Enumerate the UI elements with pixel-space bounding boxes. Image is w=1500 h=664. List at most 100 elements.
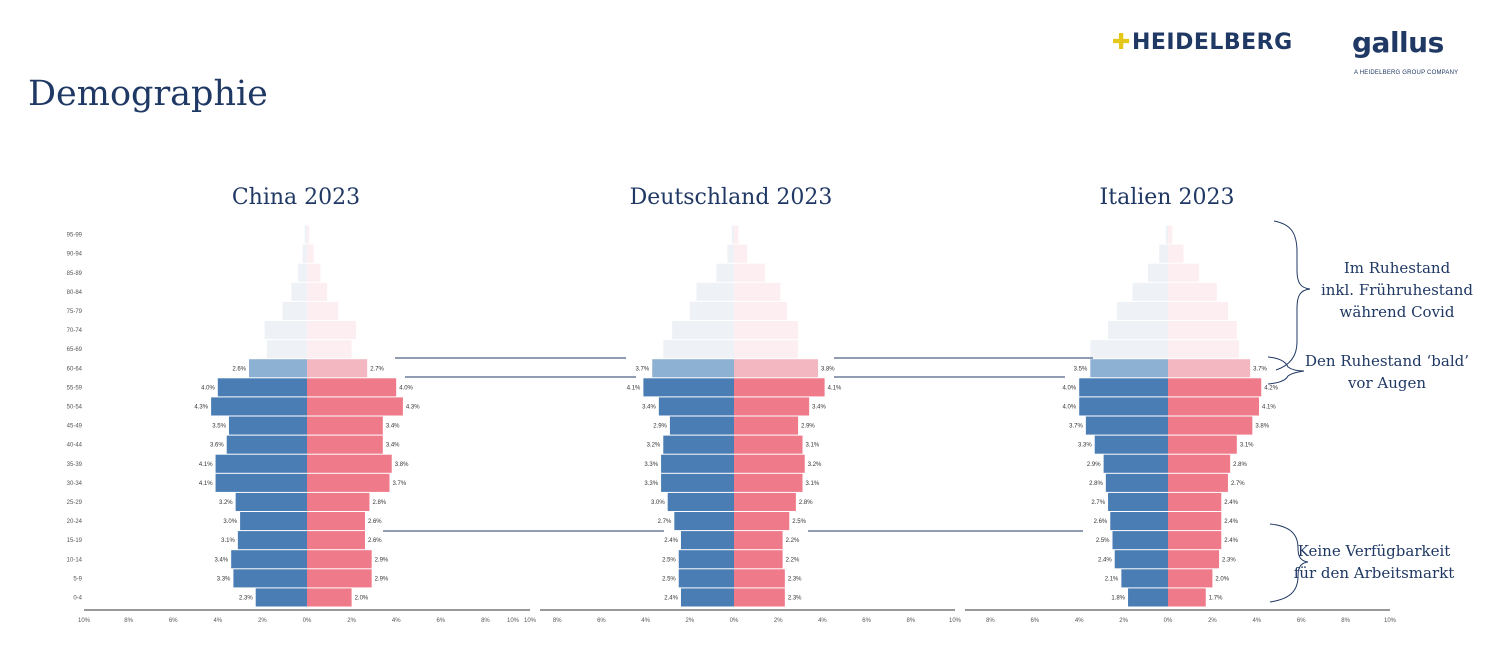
bar-female	[307, 435, 383, 454]
bar-male	[658, 397, 734, 416]
bar-male	[255, 588, 307, 607]
bar-female	[734, 397, 810, 416]
x-tick-label: 4%	[1252, 618, 1261, 624]
heidelberg-logo: ✚HEIDELBERG	[1112, 30, 1293, 55]
x-tick-label: 4%	[641, 618, 650, 624]
bar-male	[727, 244, 734, 263]
bar-male	[1159, 244, 1168, 263]
bar-female	[734, 454, 805, 473]
bar-label-male: 3.4%	[214, 557, 228, 563]
age-group-label: 60-64	[67, 366, 83, 372]
bar-male	[663, 435, 734, 454]
bar-label-female: 3.8%	[395, 462, 409, 468]
bar-female	[1168, 512, 1222, 531]
bar-male	[282, 301, 307, 320]
bar-male	[1121, 569, 1168, 588]
bar-male	[226, 435, 307, 454]
bar-label-male: 3.2%	[219, 500, 233, 506]
bar-male	[235, 492, 307, 511]
bar-male	[1116, 301, 1168, 320]
bar-male	[667, 492, 734, 511]
bar-male	[678, 569, 734, 588]
bar-label-male: 4.1%	[627, 385, 641, 391]
x-tick-label: 2%	[258, 618, 267, 624]
annotation-line: für den Arbeitsmarkt	[1293, 564, 1455, 582]
age-group-label: 40-44	[67, 443, 83, 449]
annotation-line: Keine Verfügbarkeit	[1297, 542, 1451, 560]
bar-label-male: 3.0%	[223, 519, 237, 525]
bar-label-female: 3.4%	[386, 424, 400, 430]
bar-male	[1108, 321, 1168, 340]
bar-male	[1128, 588, 1168, 607]
bar-female	[1168, 359, 1251, 378]
x-tick-label: 10%	[507, 618, 520, 624]
bar-label-female: 4.1%	[828, 385, 842, 391]
bar-label-male: 3.7%	[636, 366, 650, 372]
bar-label-female: 2.7%	[1231, 481, 1245, 487]
bar-female	[734, 225, 739, 244]
x-tick-label: 8%	[1341, 618, 1350, 624]
bar-label-female: 2.8%	[799, 500, 813, 506]
bar-label-female: 2.8%	[1233, 462, 1247, 468]
bar-female	[734, 588, 785, 607]
bar-female	[734, 512, 790, 531]
bar-male	[1132, 282, 1168, 301]
bar-label-male: 3.3%	[644, 481, 658, 487]
x-tick-label: 10%	[949, 618, 962, 624]
chart-title-china: China 2023	[231, 185, 361, 210]
age-group-label: 0-4	[73, 595, 82, 601]
bar-female	[1168, 416, 1253, 435]
x-tick-label: 2%	[774, 618, 783, 624]
bar-male	[1090, 359, 1168, 378]
bar-label-female: 2.9%	[375, 557, 389, 563]
x-tick-label: 6%	[1297, 618, 1306, 624]
bar-label-female: 2.5%	[792, 519, 806, 525]
bar-male	[240, 512, 307, 531]
bar-female	[307, 301, 339, 320]
bar-female	[307, 321, 357, 340]
x-tick-label: 6%	[1030, 618, 1039, 624]
bar-label-male: 3.0%	[651, 500, 665, 506]
bar-male	[1079, 378, 1168, 397]
bar-label-male: 2.7%	[1091, 500, 1105, 506]
annotation-line: inkl. Frühruhestand	[1320, 281, 1474, 299]
age-group-label: 5-9	[73, 576, 82, 582]
age-group-label: 85-89	[67, 271, 83, 277]
bar-male	[266, 340, 307, 359]
bar-female	[1168, 588, 1206, 607]
bar-female	[307, 588, 352, 607]
bar-male	[1090, 340, 1168, 359]
x-tick-label: 6%	[169, 618, 178, 624]
bar-label-male: 1.8%	[1111, 595, 1125, 601]
bar-male	[264, 321, 307, 340]
bar-female	[1168, 435, 1237, 454]
bar-female	[1168, 569, 1213, 588]
bar-male	[1108, 492, 1168, 511]
bar-label-male: 2.9%	[653, 424, 667, 430]
bar-label-male: 2.8%	[1089, 481, 1103, 487]
bar-male	[669, 416, 734, 435]
bar-male	[696, 282, 734, 301]
bar-female	[307, 282, 328, 301]
bar-label-male: 3.4%	[642, 404, 656, 410]
gallus-logo-subtitle: A HEIDELBERG GROUP COMPANY	[1354, 70, 1459, 76]
x-tick-label: 6%	[436, 618, 445, 624]
bar-label-female: 2.4%	[1224, 538, 1238, 544]
bar-label-male: 4.0%	[1063, 385, 1077, 391]
bar-female	[1168, 282, 1217, 301]
age-group-label: 10-14	[67, 557, 83, 563]
bar-female	[734, 569, 785, 588]
x-tick-label: 8%	[124, 618, 133, 624]
bar-label-male: 4.0%	[1063, 404, 1077, 410]
bar-label-male: 2.6%	[1094, 519, 1108, 525]
x-tick-label: 8%	[481, 618, 490, 624]
brace-not-available	[1269, 523, 1309, 603]
bar-male	[663, 340, 734, 359]
bar-male	[231, 550, 307, 569]
bar-female	[1168, 340, 1240, 359]
bar-female	[734, 435, 803, 454]
bar-label-male: 4.3%	[194, 404, 208, 410]
bar-male	[1079, 397, 1168, 416]
x-tick-label: 2%	[347, 618, 356, 624]
